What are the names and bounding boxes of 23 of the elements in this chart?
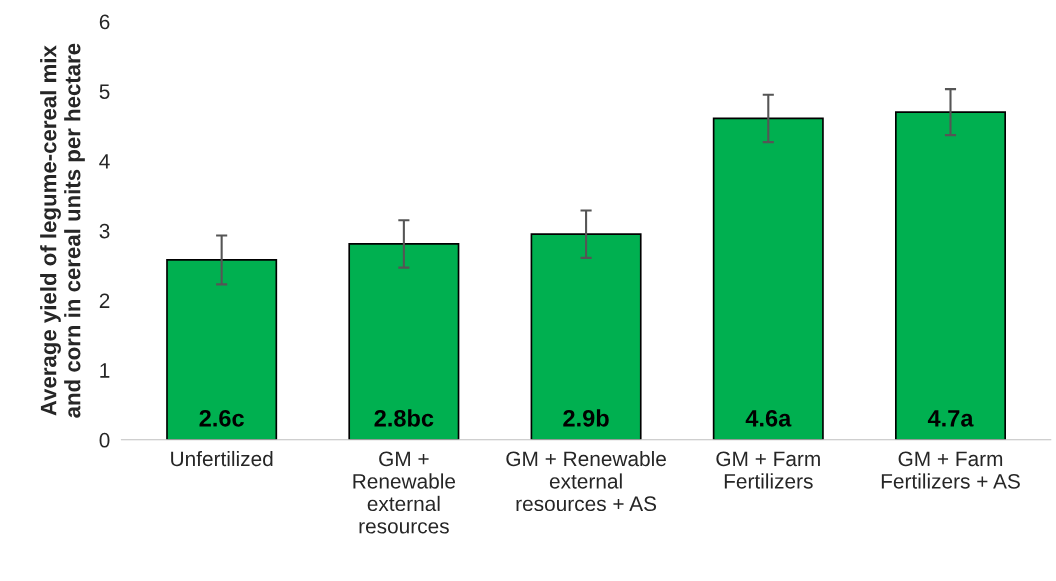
data-label: 4.6a <box>745 409 792 427</box>
y-tick-label: 4 <box>99 154 110 169</box>
y-tick-label: 2 <box>99 293 110 308</box>
y-tick-label: 5 <box>99 84 110 99</box>
data-label: 2.8bc <box>374 409 434 427</box>
bar <box>895 111 1007 440</box>
y-tick-label: 1 <box>100 363 110 378</box>
data-label: 4.7a <box>927 410 974 427</box>
x-tick-label: GM + Renewable external resources <box>353 451 456 534</box>
bar <box>166 259 278 440</box>
data-label: 2.9b <box>563 409 609 427</box>
bar <box>348 243 460 440</box>
y-tick-label: 3 <box>99 223 110 239</box>
x-tick-label: Unfertilized <box>171 450 273 467</box>
y-tick-label: 6 <box>99 14 110 30</box>
bar <box>530 233 642 440</box>
x-tick-label: GM + Farm Fertilizers + AS <box>881 451 1020 489</box>
x-tick-label: GM + Renewable external resources + AS <box>506 450 666 512</box>
bar <box>712 117 824 440</box>
y-tick-label: 0 <box>99 432 110 448</box>
data-label: 2.6c <box>199 409 244 427</box>
x-tick-label: GM + Farm Fertilizers <box>716 451 820 489</box>
y-axis-title: Average yield of legume-cereal mix and corn in cereal units per hectare <box>40 43 85 418</box>
